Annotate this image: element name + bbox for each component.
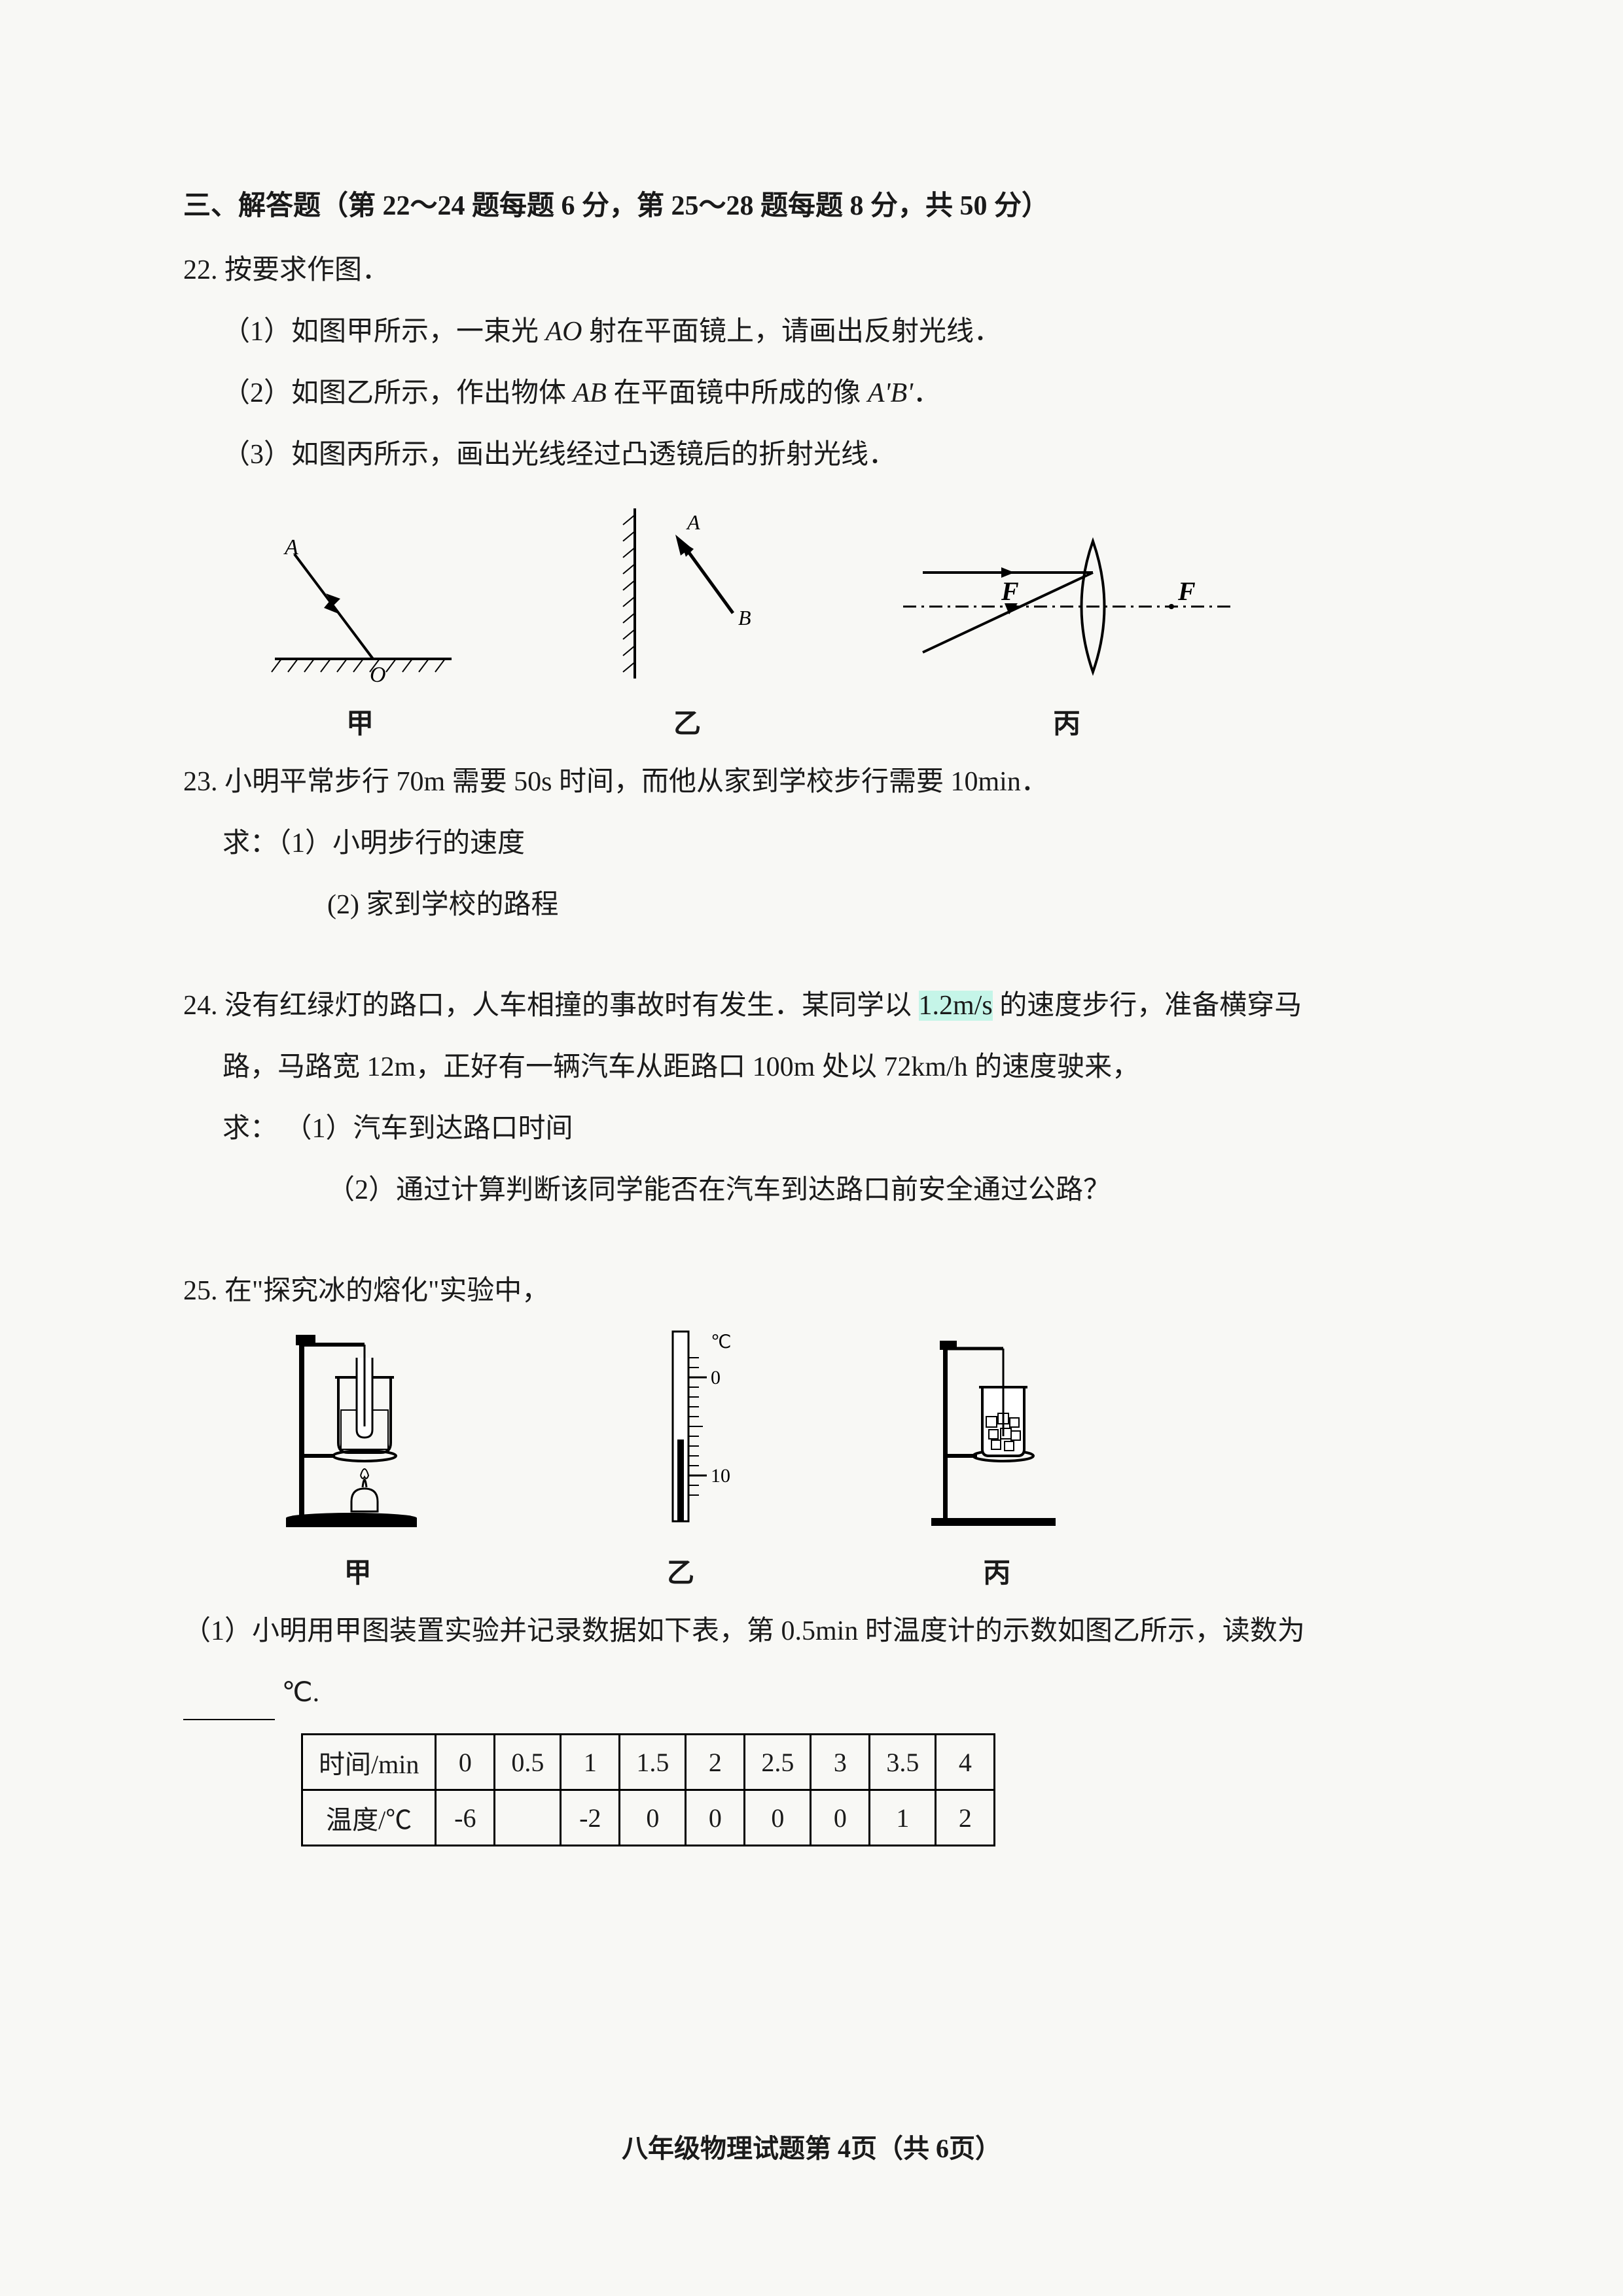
- thermo-10: 10: [711, 1465, 730, 1487]
- label-O: O: [370, 663, 386, 685]
- td-temp: 温度/℃: [302, 1790, 436, 1846]
- fig-yi: A B 乙: [596, 502, 779, 741]
- q22-part3: （3）如图丙所示，画出光线经过凸透镜后的折射光线．: [183, 427, 1440, 482]
- fig-label-jia: 甲: [242, 701, 478, 741]
- fig-label-yi: 乙: [596, 701, 779, 741]
- label-F2: F: [1177, 576, 1196, 606]
- q24-ask2: （2）通过计算判断该同学能否在汽车到达路口前安全通过公路？: [183, 1163, 1440, 1218]
- fig25-label-bing: 丙: [918, 1551, 1075, 1591]
- q24-line2: 路，马路宽 12m，正好有一辆汽车从距路口 100m 处以 72km/h 的速度…: [183, 1040, 1440, 1095]
- q24-l1a: 24. 没有红绿灯的路口，人车相撞的事故时有发生．某同学以: [183, 991, 919, 1021]
- table-data-row: 温度/℃ -6 -2 0 0 0 0 1 2: [302, 1790, 995, 1846]
- fig-label-bing: 丙: [897, 701, 1237, 741]
- fig25-yi: 0 10 ℃ 乙: [622, 1325, 740, 1591]
- section-header: 三、解答题（第 22～24 题每题 6 分，第 25～28 题每题 8 分，共 …: [183, 183, 1440, 223]
- q22-part1: （1）如图甲所示，一束光 AO 射在平面镜上，请画出反射光线．: [183, 304, 1440, 359]
- label-F1: F: [1001, 576, 1019, 606]
- thermo-unit: ℃: [711, 1332, 731, 1352]
- fig25-jia: 甲: [273, 1325, 443, 1591]
- fig25-bing: 丙: [918, 1325, 1075, 1591]
- th-time: 时间/min: [302, 1735, 436, 1790]
- q22-figures: A O 甲 A B: [183, 502, 1296, 741]
- fig25-label-yi: 乙: [622, 1551, 740, 1591]
- q22-title: 22. 按要求作图．: [183, 243, 1440, 298]
- q25-figures: 甲: [183, 1325, 1165, 1591]
- table-header-row: 时间/min 0 0.5 1 1.5 2 2.5 3 3.5 4: [302, 1735, 995, 1790]
- q23-title: 23. 小明平常步行 70m 需要 50s 时间，而他从家到学校步行需要 10m…: [183, 754, 1440, 809]
- q25-title: 25. 在"探究冰的熔化"实验中，: [183, 1263, 1440, 1318]
- fig-jia: A O 甲: [242, 535, 478, 741]
- q23-p2: (2) 家到学校的路程: [183, 877, 1440, 932]
- label-A: A: [283, 535, 298, 559]
- q25-p1: （1）小明用甲图装置实验并记录数据如下表，第 0.5min 时温度计的示数如图乙…: [183, 1604, 1440, 1659]
- q24-hl: 1.2m/s: [919, 991, 993, 1021]
- label-A2: A: [686, 510, 700, 534]
- q25-table: 时间/min 0 0.5 1 1.5 2 2.5 3 3.5 4 温度/℃ -6…: [301, 1733, 1440, 1846]
- page-footer: 八年级物理试题第 4页（共 6页）: [0, 2127, 1623, 2165]
- fig25-label-jia: 甲: [273, 1551, 443, 1591]
- q25-unit: ℃.: [282, 1678, 320, 1708]
- fig-bing: F F 丙: [897, 528, 1237, 741]
- blank-input[interactable]: [183, 1694, 275, 1720]
- thermo-0: 0: [711, 1367, 721, 1388]
- q24-ask1: 求： （1）汽车到达路口时间: [183, 1101, 1440, 1156]
- q24-l1b: 的速度步行，准备横穿马: [993, 991, 1302, 1021]
- q24-line1: 24. 没有红绿灯的路口，人车相撞的事故时有发生．某同学以 1.2m/s 的速度…: [183, 978, 1440, 1033]
- q25-blank: ℃.: [183, 1665, 1440, 1720]
- label-B2: B: [738, 606, 751, 629]
- q23-ask: 求：（1）小明步行的速度: [183, 816, 1440, 871]
- q22-part2: （2）如图乙所示，作出物体 AB 在平面镜中所成的像 A'B'．: [183, 366, 1440, 421]
